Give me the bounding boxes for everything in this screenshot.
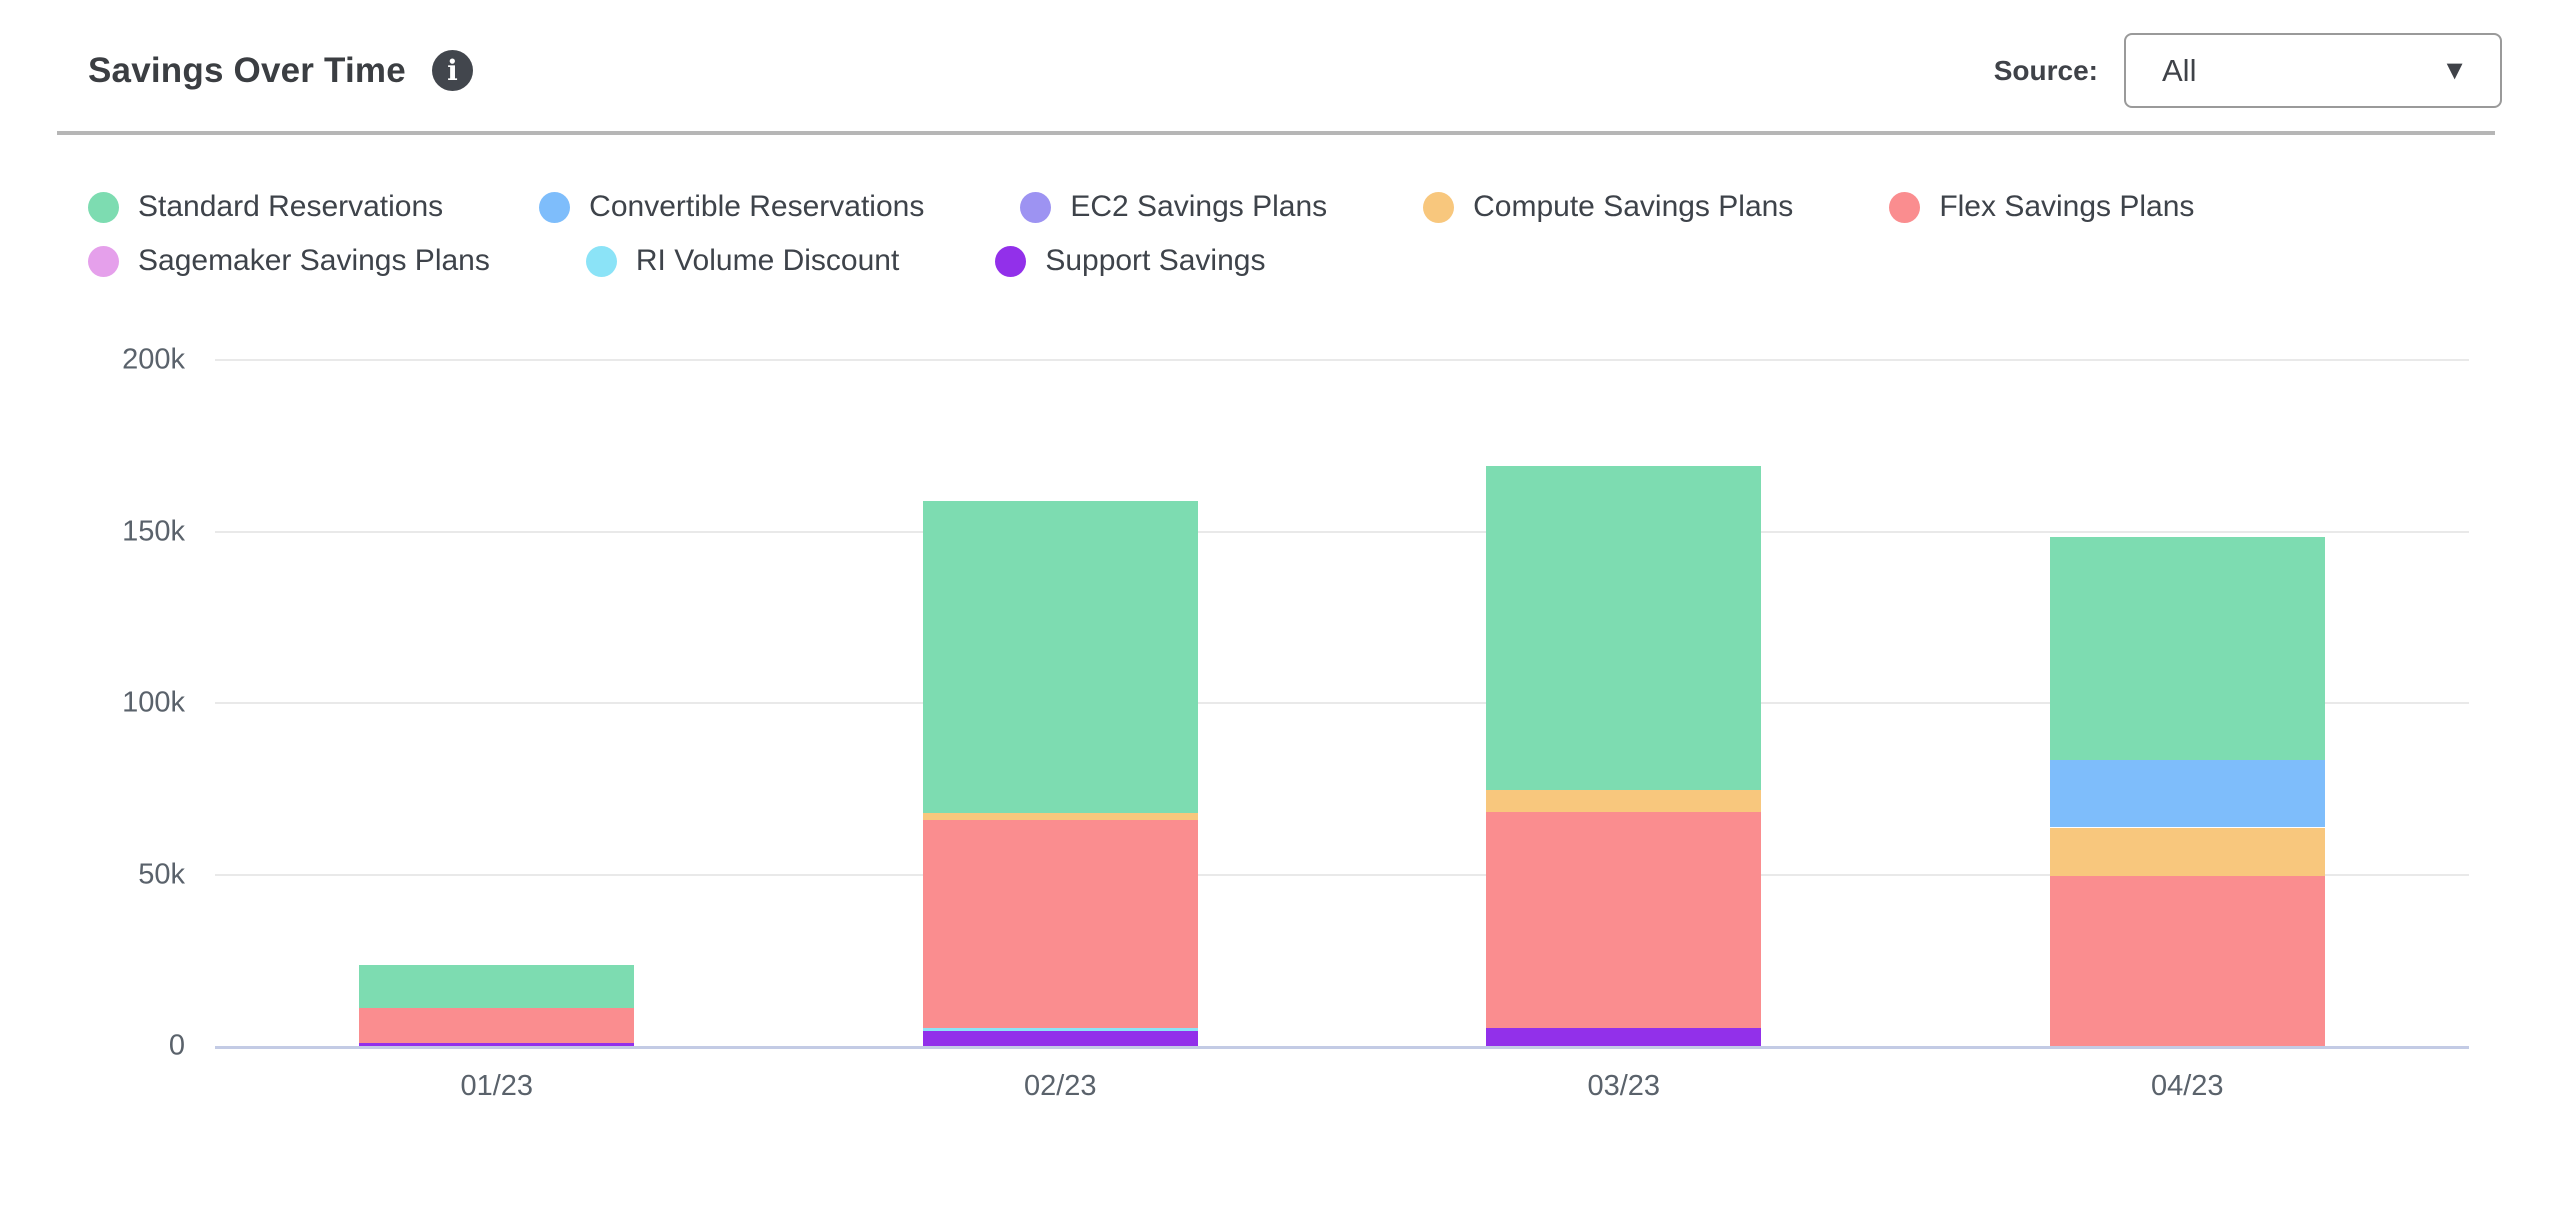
y-gridline [215,702,2469,704]
bar-segment-standard-reservations[interactable] [1486,465,1762,791]
legend-item-ri-volume-discount[interactable]: RI Volume Discount [585,242,900,280]
bar-segment-compute-savings-plans[interactable] [1486,790,1762,813]
bar-segment-support-savings[interactable] [922,1030,1198,1046]
legend-dot-icon [1889,191,1921,223]
chart-legend: Standard Reservations Convertible Reserva… [88,188,2348,280]
legend-label: Flex Savings Plans [1939,190,2195,223]
bar-segment-compute-savings-plans[interactable] [922,813,1198,820]
legend-dot-icon [585,245,617,277]
source-dropdown[interactable]: All ▼ [2124,33,2502,108]
bar-segment-ri-volume-discount[interactable] [922,1027,1198,1031]
x-axis-tick-label: 03/23 [1587,1070,1661,1102]
y-gridline [215,530,2469,533]
source-label: Source: [1993,54,2098,86]
x-axis-tick-label: 01/23 [460,1070,534,1102]
y-axis-tick-label: 100k [122,686,185,719]
source-control: Source: All ▼ [1994,33,2502,108]
legend-item-standard-reservations[interactable]: Standard Reservations [88,188,443,226]
legend-item-flex-savings-plans[interactable]: Flex Savings Plans [1889,188,2194,226]
y-axis-tick-label: 200k [122,343,185,376]
legend-label: Compute Savings Plans [1473,190,1794,223]
legend-item-ec2-savings-plans[interactable]: EC2 Savings Plans [1020,188,1327,226]
legend-dot-icon [88,191,119,223]
bar-segment-flex-savings-plans[interactable] [922,819,1198,1028]
legend-label: EC2 Savings Plans [1070,190,1328,223]
bar-segment-flex-savings-plans[interactable] [359,1007,635,1043]
bar-segment-support-savings[interactable] [1486,1027,1762,1046]
page-title: Savings Over Time [88,50,406,90]
x-axis-baseline [215,1046,2469,1049]
info-icon[interactable]: i [431,50,473,91]
bar-segment-standard-reservations[interactable] [2049,537,2325,761]
bar-segment-compute-savings-plans[interactable] [2049,827,2325,876]
legend-item-sagemaker-savings-plans[interactable]: Sagemaker Savings Plans [88,242,490,280]
x-axis-tick-label: 02/23 [1023,1070,1097,1102]
legend-item-compute-savings-plans[interactable]: Compute Savings Plans [1423,188,1793,226]
source-dropdown-value: All [2162,52,2197,88]
bar-segment-convertible-reservations[interactable] [2049,760,2325,828]
legend-label: Convertible Reservations [589,190,925,223]
legend-label: Support Savings [1045,244,1266,277]
y-axis-tick-label: 0 [168,1029,185,1062]
header-divider [57,131,2495,135]
legend-label: RI Volume Discount [635,244,900,277]
legend-label: Sagemaker Savings Plans [138,244,490,277]
chart-header: Savings Over Time i [88,50,473,91]
legend-dot-icon [88,245,119,277]
legend-item-convertible-reservations[interactable]: Convertible Reservations [539,188,924,226]
y-axis-tick-label: 50k [138,858,185,890]
bar-segment-standard-reservations[interactable] [359,965,635,1008]
y-gridline [215,873,2469,876]
legend-dot-icon [539,191,571,223]
bar-segment-flex-savings-plans[interactable] [2049,875,2325,1046]
legend-label: Standard Reservations [138,190,444,223]
chevron-down-icon: ▼ [2441,55,2468,85]
legend-dot-icon [1423,191,1455,223]
y-axis-tick-label: 150k [122,515,185,547]
bar-segment-flex-savings-plans[interactable] [1486,812,1762,1028]
legend-dot-icon [995,245,1027,277]
bar-segment-support-savings[interactable] [359,1042,635,1046]
x-axis-tick-label: 04/23 [2150,1070,2224,1102]
legend-item-support-savings[interactable]: Support Savings [995,242,1265,280]
y-gridline [215,359,2469,361]
bar-segment-standard-reservations[interactable] [922,500,1198,814]
legend-dot-icon [1020,191,1052,223]
